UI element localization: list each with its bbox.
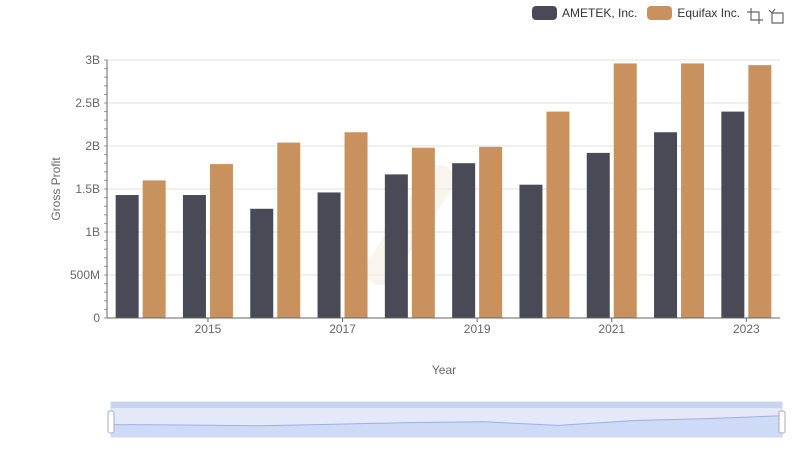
bar-ametek-2020[interactable] [519,184,543,318]
x-tick-label: 2023 [733,322,760,336]
bar-equifax-2015[interactable] [209,164,233,318]
zoom-icon[interactable] [746,7,764,25]
y-tick-label: 1.5B [75,182,100,196]
y-tick-label: 1B [85,225,100,239]
x-tick-label: 2015 [195,322,222,336]
bar-equifax-2014[interactable] [142,180,166,318]
bar-equifax-2016[interactable] [277,142,301,318]
datazoom-trend-line [110,415,783,427]
datazoom-slider[interactable] [107,401,786,438]
bar-equifax-2023[interactable] [748,65,772,318]
y-tick-label: 500M [70,268,100,282]
y-tick-label: 2B [85,139,100,153]
bar-ametek-2019[interactable] [452,163,476,318]
legend-label-ametek: AMETEK, Inc. [562,6,638,20]
y-tick-label: 3B [85,53,100,67]
bars [115,63,772,318]
legend-swatch-ametek [532,6,557,20]
datazoom-top-bar[interactable] [111,402,782,408]
datazoom-handle-right[interactable] [778,410,786,434]
legend-item-equifax[interactable]: Equifax Inc. [647,6,740,20]
bar-ametek-2021[interactable] [586,152,610,318]
datazoom-trend-area [111,415,782,437]
bar-ametek-2014[interactable] [115,195,139,318]
x-tick-label: 2021 [598,322,625,336]
toolbox [746,7,790,25]
legend-swatch-equifax [647,6,673,20]
y-tick-label: 2.5B [75,96,100,110]
y-axis-title: Gross Profit [49,157,63,221]
legend: AMETEK, Inc. Equifax Inc. [532,4,750,22]
x-axis-title: Year [432,363,456,377]
bar-equifax-2018[interactable] [411,147,435,318]
bar-equifax-2022[interactable] [681,63,705,318]
bar-equifax-2019[interactable] [479,146,503,318]
bar-equifax-2021[interactable] [613,63,637,318]
x-tick-label: 2017 [329,322,356,336]
x-tick-label: 2019 [464,322,491,336]
legend-item-ametek[interactable]: AMETEK, Inc. [532,6,637,20]
axes: 0 500M 1B 1.5B 2B 2.5B 3B 2015 2017 2019 2021 2023 [70,53,780,336]
bar-ametek-2016[interactable] [250,208,274,318]
bar-ametek-2015[interactable] [182,195,206,318]
datazoom-handle-left[interactable] [107,410,115,434]
bar-ametek-2018[interactable] [384,174,408,318]
y-tick-label: 0 [93,311,100,325]
legend-label-equifax: Equifax Inc. [677,6,741,20]
bar-equifax-2020[interactable] [546,111,570,318]
bar-ametek-2022[interactable] [654,132,678,318]
restore-icon[interactable] [768,7,786,25]
bar-ametek-2017[interactable] [317,192,341,318]
bar-ametek-2023[interactable] [721,111,745,318]
bar-equifax-2017[interactable] [344,132,368,318]
